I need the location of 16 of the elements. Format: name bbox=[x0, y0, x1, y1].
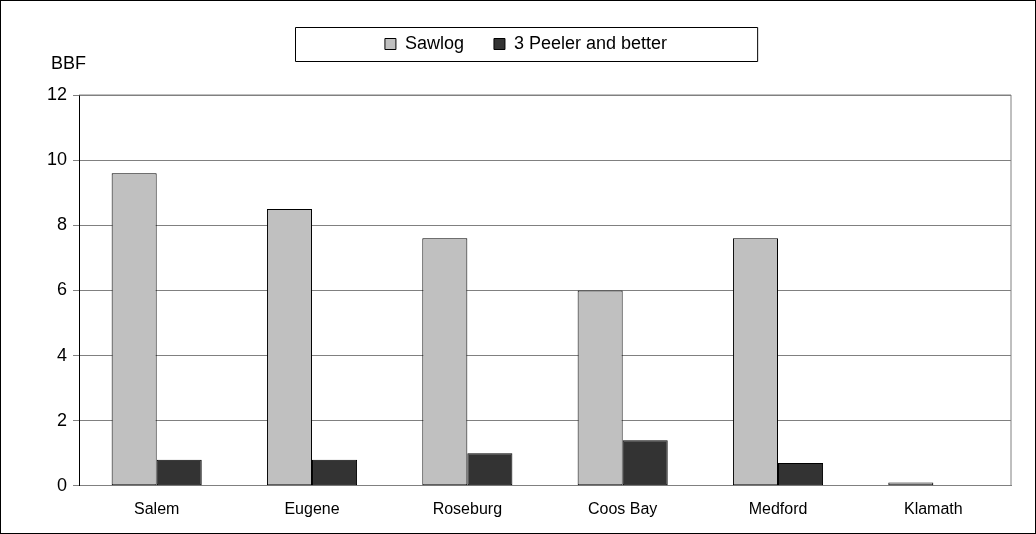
x-tick-label: Roseburg bbox=[432, 499, 503, 517]
legend-label: Sawlog bbox=[404, 32, 464, 53]
y-tick-label: 8 bbox=[57, 214, 68, 235]
x-tick-label: Medford bbox=[748, 499, 808, 517]
y-tick-label: 2 bbox=[57, 409, 68, 430]
y-tick-label: 0 bbox=[57, 474, 68, 495]
y-tick-label: 10 bbox=[46, 149, 68, 170]
y-tick-label: 6 bbox=[57, 279, 68, 300]
legend-label: 3 Peeler and better bbox=[513, 32, 668, 53]
y-axis-title: BBF bbox=[51, 53, 87, 74]
x-tick-label: Eugene bbox=[284, 499, 340, 517]
y-tick-label: 4 bbox=[57, 344, 68, 365]
x-tick-label: Klamath bbox=[903, 499, 963, 517]
x-tick-label: Coos Bay bbox=[587, 499, 658, 517]
y-tick-label: 12 bbox=[46, 83, 68, 104]
x-tick-label: Salem bbox=[134, 499, 180, 517]
